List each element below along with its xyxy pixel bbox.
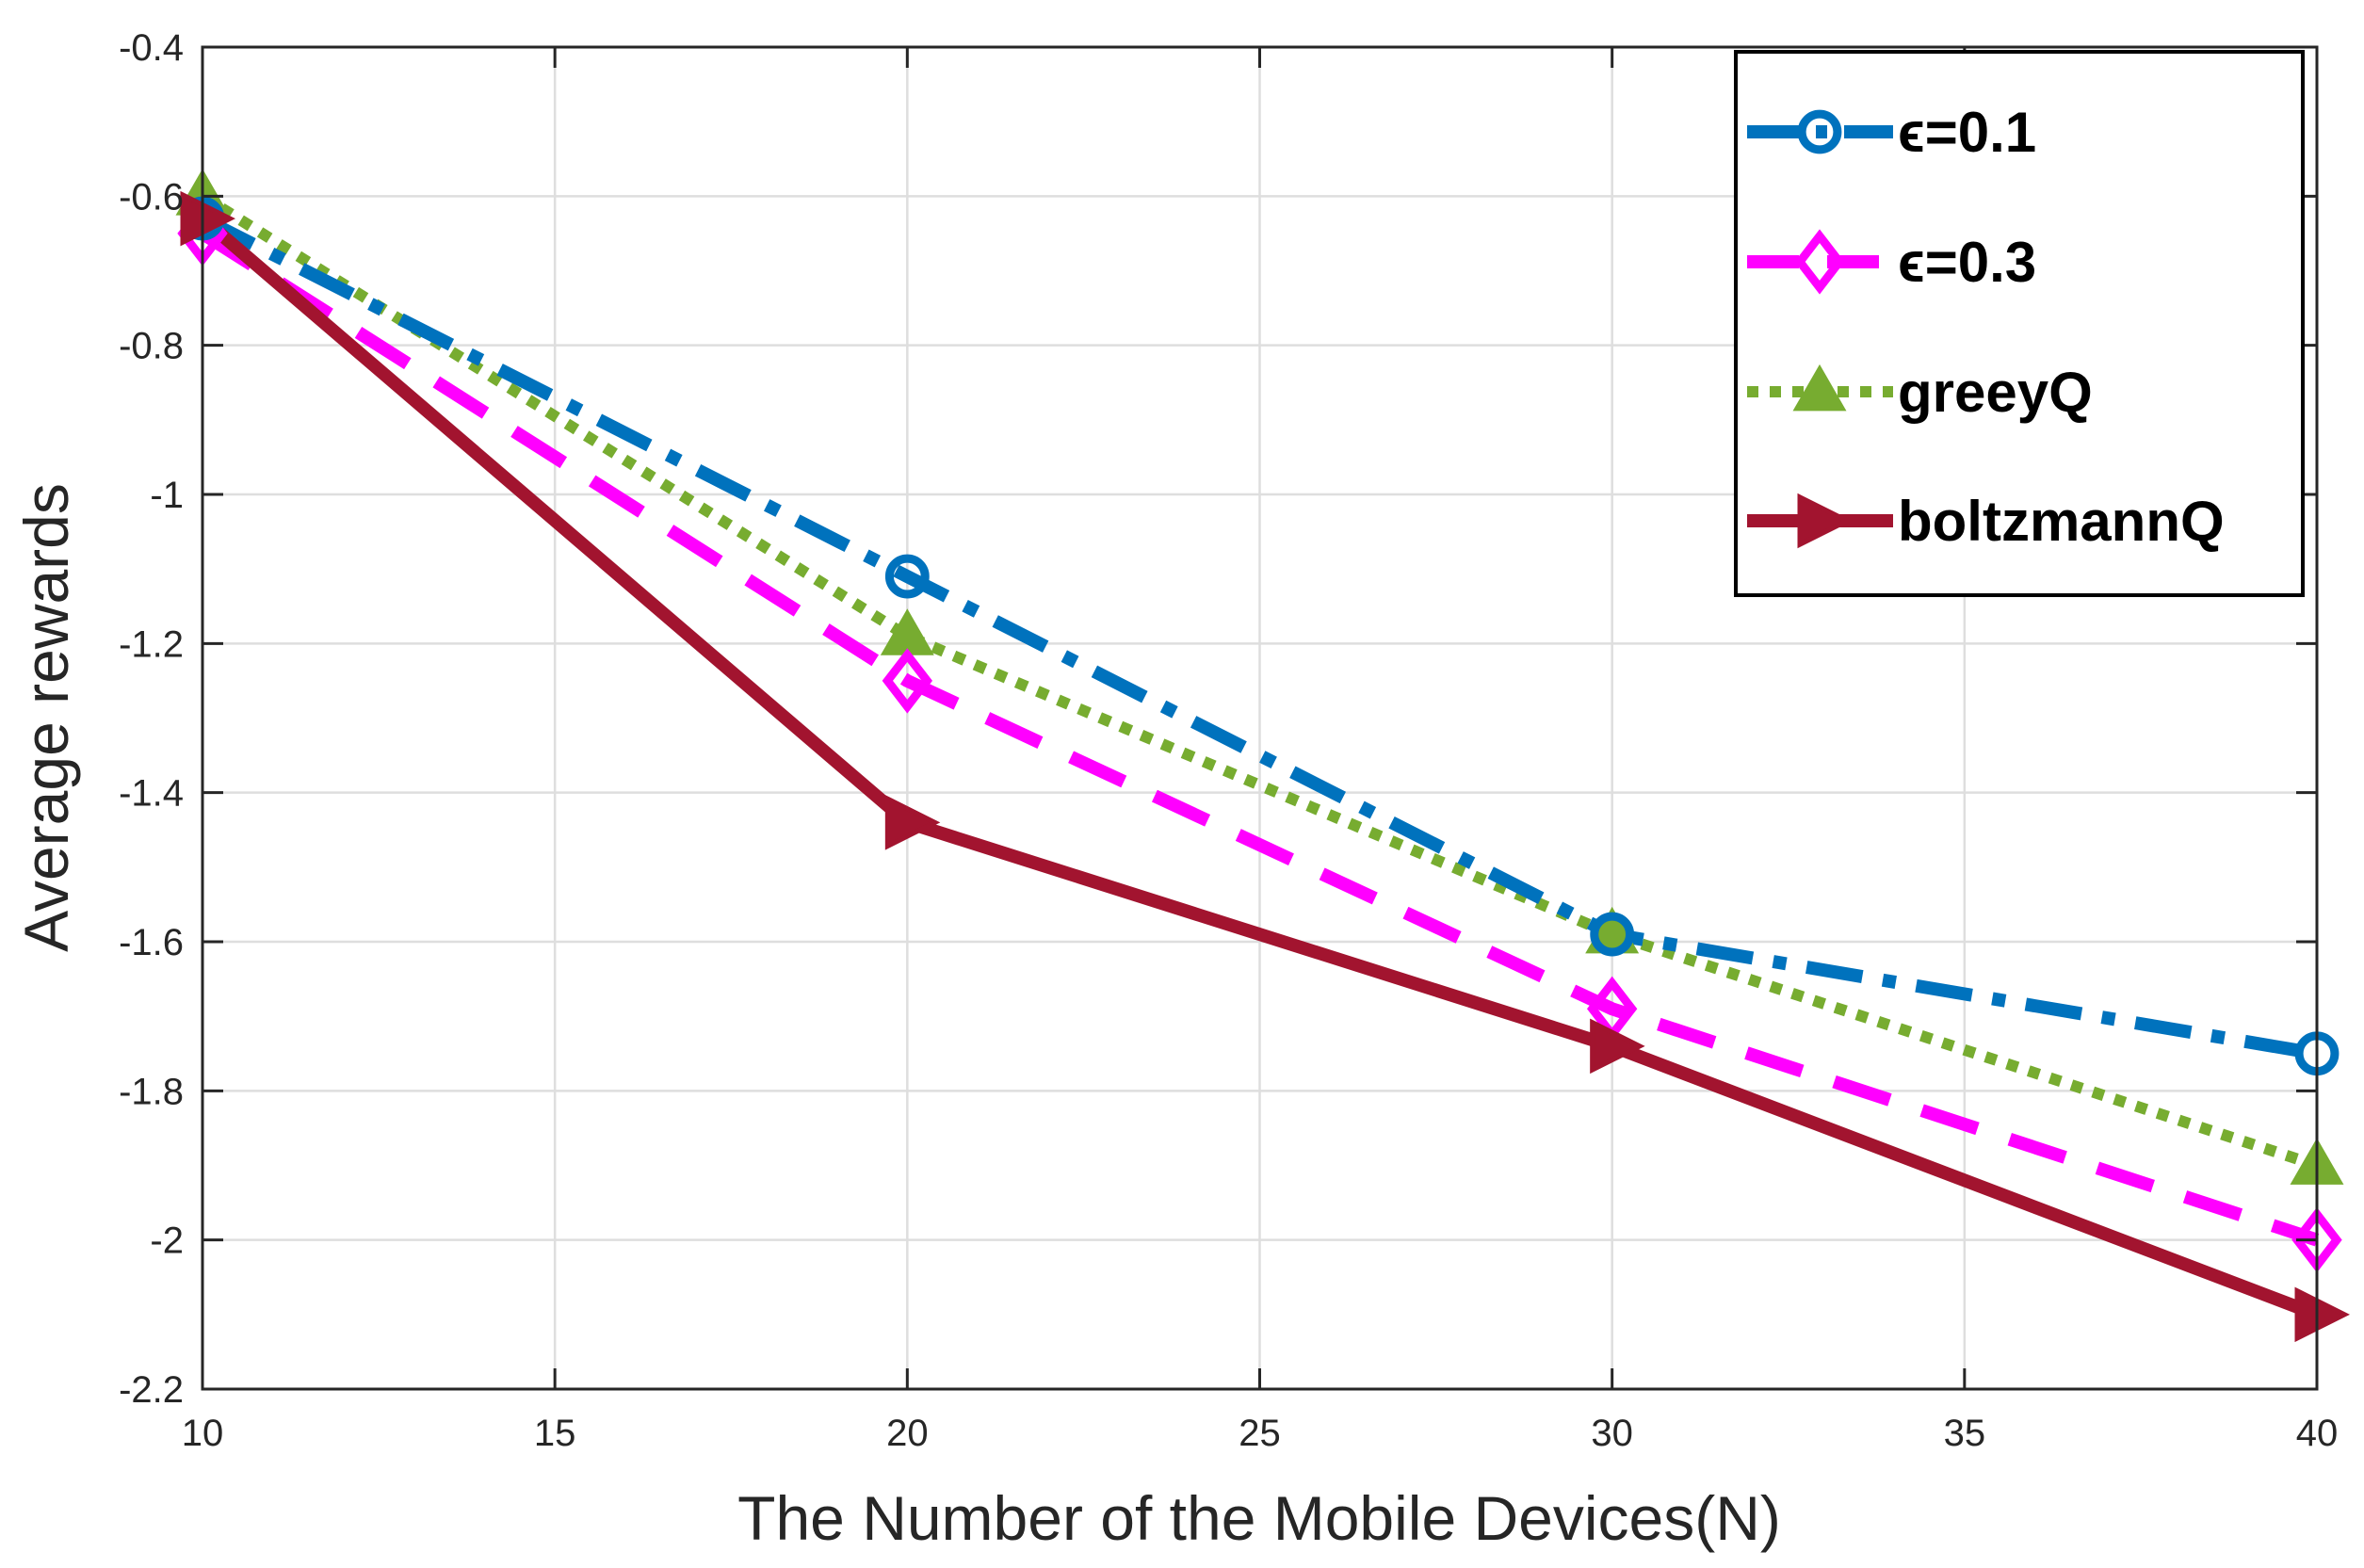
x-tick-label: 25 <box>1239 1413 1281 1454</box>
x-tick-label: 30 <box>1591 1413 1633 1454</box>
data-point-1 <box>882 648 933 714</box>
y-tick-label: -2.2 <box>119 1369 184 1411</box>
axis-ticks <box>201 45 2319 1391</box>
y-tick-label: -1.2 <box>119 623 184 665</box>
series-line-0 <box>199 212 2319 1060</box>
grid-lines <box>202 47 2317 1389</box>
x-tick-label: 10 <box>182 1413 224 1454</box>
x-tick-labels: 10 15 20 25 30 35 40 <box>182 1413 2339 1454</box>
legend-marker-2 <box>1792 364 1847 412</box>
legend-marker-1 <box>1794 229 1845 295</box>
data-point-3 <box>180 190 235 247</box>
data-point-0 <box>1590 912 1635 957</box>
x-tick-label: 15 <box>534 1413 576 1454</box>
y-tick-label: -0.6 <box>119 176 184 218</box>
x-axis-title: The Number of the Mobile Devices(N) <box>737 1483 1781 1553</box>
x-tick-label: 40 <box>2296 1413 2339 1454</box>
legend-marker-3 <box>1797 493 1853 549</box>
legend-label-3: boltzmannQ <box>1898 490 2225 553</box>
x-tick-label: 35 <box>1944 1413 1986 1454</box>
legend-marker-0 <box>1797 109 1842 154</box>
series-lines <box>198 191 2320 1321</box>
legend-label-0: ϵ=0.1 <box>1898 101 2036 164</box>
legend-label-2: greeyQ <box>1898 361 2093 424</box>
data-point-3 <box>884 795 941 850</box>
x-tick-label: 20 <box>886 1413 929 1454</box>
series-line-1 <box>199 228 2320 1247</box>
y-tick-label: -2 <box>150 1220 184 1262</box>
y-tick-label: -1.8 <box>119 1071 184 1112</box>
y-tick-label: -0.8 <box>119 326 184 367</box>
y-tick-label: -1.4 <box>119 773 184 815</box>
legend-label-1: ϵ=0.3 <box>1898 231 2036 294</box>
data-point-3 <box>2294 1286 2350 1343</box>
y-tick-label: -1.6 <box>119 922 184 963</box>
y-axis-title: Average rewards <box>11 483 81 952</box>
data-point-3 <box>1590 1018 1645 1075</box>
data-point-0 <box>884 554 930 599</box>
legend: ϵ=0.1 ϵ=0.3 greeyQ boltzmannQ <box>1734 50 2305 597</box>
series-line-2 <box>199 191 2319 1172</box>
y-tick-labels: -0.4 -0.6 -0.8 -1 -1.2 -1.4 -1.6 -1.8 -2 -2.2 <box>119 27 184 1411</box>
y-tick-label: -0.4 <box>119 27 184 69</box>
series-line-3 <box>198 213 2320 1321</box>
y-tick-label: -1 <box>150 475 184 516</box>
